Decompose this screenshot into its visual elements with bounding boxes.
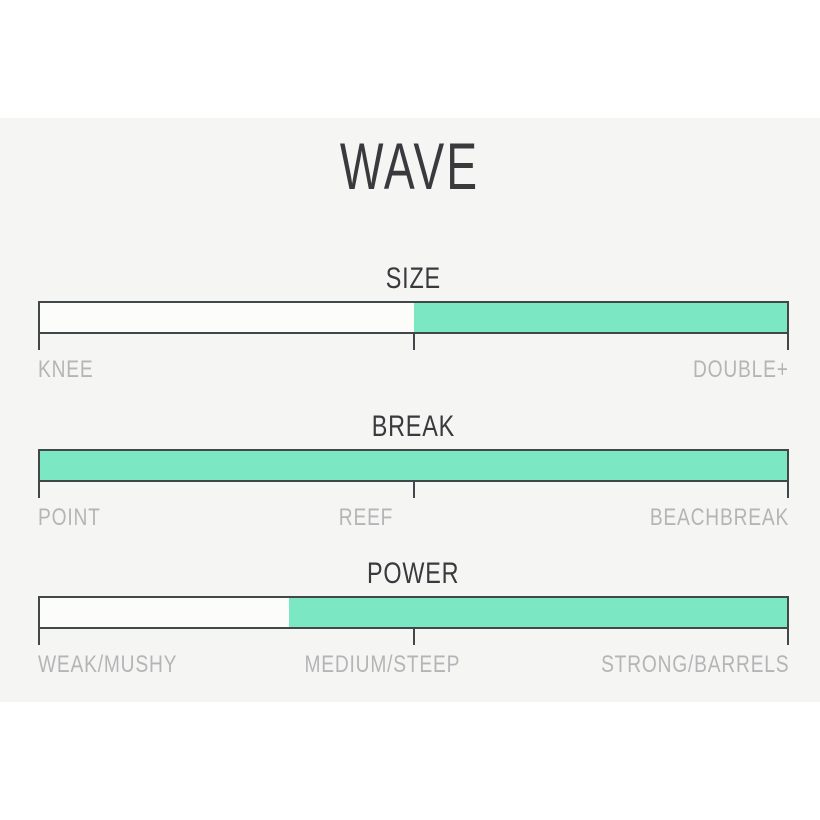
scale-labels: POINT REEF BEACHBREAK <box>38 504 789 533</box>
track-section-break: BREAK POINT REEF BEACHBREAK <box>38 412 789 537</box>
track-fill <box>288 598 787 627</box>
scale-label-mid: MEDIUM/STEEP <box>304 651 461 678</box>
scale-label-max: BEACHBREAK <box>649 504 789 531</box>
track-bar <box>38 449 789 482</box>
page-title-text: WAVE <box>340 129 480 203</box>
track-section-size: SIZE KNEE DOUBLE+ <box>38 264 789 389</box>
tick-right <box>787 482 789 498</box>
track-title: POWER <box>38 559 789 589</box>
track-bar <box>38 596 789 629</box>
tick-center <box>412 629 415 645</box>
scale-labels: KNEE DOUBLE+ <box>38 356 789 385</box>
track-title: SIZE <box>38 264 789 294</box>
scale-label-min: POINT <box>38 504 101 531</box>
scale-label-min: WEAK/MUSHY <box>38 651 178 678</box>
scale-label-max: DOUBLE+ <box>693 356 789 383</box>
track-title-text: BREAK <box>371 410 456 443</box>
track-title-text: POWER <box>367 557 460 590</box>
track-title: BREAK <box>38 412 789 442</box>
track-section-power: POWER WEAK/MUSHY MEDIUM/STEEP STRONG/BAR… <box>38 559 789 684</box>
scale-labels: WEAK/MUSHY MEDIUM/STEEP STRONG/BARRELS <box>38 651 789 680</box>
scale-label-mid: REEF <box>338 504 393 531</box>
tick-left <box>38 482 40 498</box>
track-fill <box>40 451 787 480</box>
tick-right <box>787 629 789 645</box>
tick-center <box>412 334 415 350</box>
scale-label-max: STRONG/BARRELS <box>600 651 789 678</box>
scale-label-min: KNEE <box>38 356 94 383</box>
tick-left <box>38 334 40 350</box>
track-bar <box>38 301 789 334</box>
tick-right <box>787 334 789 350</box>
track-fill <box>413 303 787 332</box>
tick-left <box>38 629 40 645</box>
tick-center <box>412 482 415 498</box>
track-title-text: SIZE <box>385 262 442 295</box>
page-title: WAVE <box>0 133 820 199</box>
